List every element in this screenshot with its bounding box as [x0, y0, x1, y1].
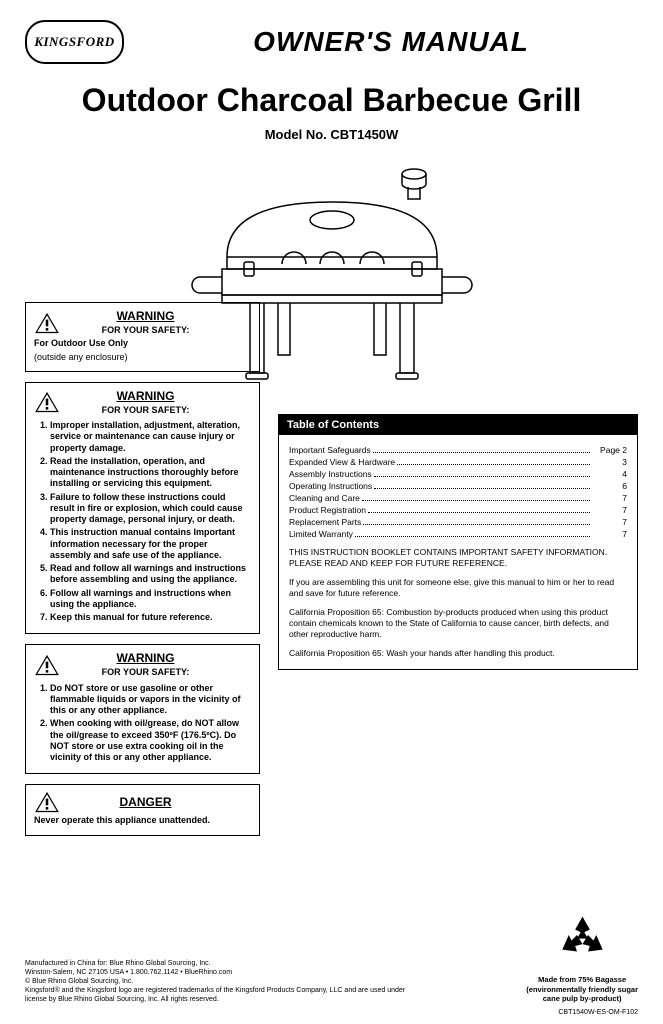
warning-item: Read and follow all warnings and instruc… — [50, 563, 251, 586]
owners-manual-heading: OWNER'S MANUAL — [144, 26, 638, 58]
toc-label: Replacement Parts — [289, 517, 361, 527]
footer-line: Kingsford® and the Kingsford logo are re… — [25, 986, 425, 1004]
toc-note: California Proposition 65: Wash your han… — [289, 648, 627, 659]
warning-line: (outside any enclosure) — [34, 352, 251, 363]
warning-item: Do NOT store or use gasoline or other fl… — [50, 683, 251, 717]
recycle-icon — [555, 913, 610, 968]
toc-page: 6 — [592, 481, 627, 491]
toc-column: Table of Contents Important Safeguards Pa… — [278, 412, 638, 670]
toc-rows: Important Safeguards Page 2 Expanded View … — [289, 445, 627, 539]
footer-eco-line: Made from 75% Bagasse — [526, 975, 638, 985]
warning-box-gasoline: WARNING FOR YOUR SAFETY: Do NOT store or… — [25, 644, 260, 774]
toc-leader-dots — [374, 476, 590, 477]
toc-page: 3 — [592, 457, 627, 467]
toc-note: California Proposition 65: Combustion by… — [289, 607, 627, 640]
product-title: Outdoor Charcoal Barbecue Grill — [25, 82, 638, 119]
toc-page: 4 — [592, 469, 627, 479]
warning-item: Read the installation, operation, and ma… — [50, 456, 251, 490]
content-columns: WARNING FOR YOUR SAFETY: For Outdoor Use… — [25, 412, 638, 846]
warning-subtitle: FOR YOUR SAFETY: — [70, 667, 221, 678]
toc-note: THIS INSTRUCTION BOOKLET CONTAINS IMPORT… — [289, 547, 627, 569]
footer-line: © Blue Rhino Global Sourcing, Inc. — [25, 977, 425, 986]
danger-box: DANGER Never operate this appliance unat… — [25, 784, 260, 835]
toc-label: Assembly Instructions — [289, 469, 372, 479]
warning-triangle-icon — [34, 312, 60, 334]
toc-leader-dots — [373, 452, 590, 453]
footer-eco-line: cane pulp by-product) — [526, 994, 638, 1004]
kingsford-logo: KINGSFORD — [25, 20, 124, 64]
toc-leader-dots — [374, 488, 590, 489]
page-footer: Manufactured in China for: Blue Rhino Gl… — [25, 913, 638, 1004]
toc-label: Limited Warranty — [289, 529, 353, 539]
warning-title: WARNING — [70, 651, 221, 666]
toc-label: Operating Instructions — [289, 481, 372, 491]
warning-list: Do NOT store or use gasoline or other fl… — [34, 683, 251, 764]
warning-title: WARNING — [70, 389, 221, 404]
toc-leader-dots — [368, 512, 590, 513]
warning-line: For Outdoor Use Only — [34, 338, 128, 348]
danger-line: Never operate this appliance unattended. — [34, 815, 210, 825]
warning-item: Follow all warnings and instructions whe… — [50, 588, 251, 611]
warning-subtitle: FOR YOUR SAFETY: — [70, 405, 221, 416]
warning-triangle-icon — [34, 791, 60, 813]
toc-label: Cleaning and Care — [289, 493, 360, 503]
toc-row: Important Safeguards Page 2 — [289, 445, 627, 455]
toc-row: Operating Instructions 6 — [289, 481, 627, 491]
warning-item: Failure to follow these instructions cou… — [50, 492, 251, 526]
toc-page: 7 — [592, 505, 627, 515]
footer-line: Winston-Salem, NC 27105 USA • 1.800.762.… — [25, 968, 425, 977]
footer-eco-line: (environmentally friendly sugar — [526, 985, 638, 995]
warning-triangle-icon — [34, 654, 60, 676]
warning-triangle-icon — [34, 391, 60, 413]
footer-line: Manufactured in China for: Blue Rhino Gl… — [25, 959, 425, 968]
warning-subtitle: FOR YOUR SAFETY: — [70, 325, 221, 336]
toc-label: Product Registration — [289, 505, 366, 515]
toc-row: Replacement Parts 7 — [289, 517, 627, 527]
toc-page: 7 — [592, 529, 627, 539]
warning-box-outdoor: WARNING FOR YOUR SAFETY: For Outdoor Use… — [25, 302, 260, 372]
warning-item: This instruction manual contains Importa… — [50, 527, 251, 561]
warnings-column: WARNING FOR YOUR SAFETY: For Outdoor Use… — [25, 302, 260, 846]
toc-header: Table of Contents — [279, 415, 637, 435]
model-number: Model No. CBT1450W — [25, 127, 638, 142]
toc-note: If you are assembling this unit for some… — [289, 577, 627, 599]
warning-box-safety-list: WARNING FOR YOUR SAFETY: Improper instal… — [25, 382, 260, 635]
danger-title: DANGER — [70, 795, 221, 810]
warning-item: Keep this manual for future reference. — [50, 612, 251, 623]
toc-row: Assembly Instructions 4 — [289, 469, 627, 479]
toc-row: Product Registration 7 — [289, 505, 627, 515]
warning-list: Improper installation, adjustment, alter… — [34, 420, 251, 623]
toc-leader-dots — [363, 524, 590, 525]
toc-leader-dots — [355, 536, 590, 537]
toc-row: Limited Warranty 7 — [289, 529, 627, 539]
warning-item: Improper installation, adjustment, alter… — [50, 420, 251, 454]
toc-page: 7 — [592, 517, 627, 527]
toc-row: Expanded View & Hardware 3 — [289, 457, 627, 467]
toc-label: Expanded View & Hardware — [289, 457, 395, 467]
toc-leader-dots — [397, 464, 590, 465]
footer-eco: Made from 75% Bagasse (environmentally f… — [526, 913, 638, 1004]
footer-legal: Manufactured in China for: Blue Rhino Gl… — [25, 959, 425, 1004]
toc-body: Important Safeguards Page 2 Expanded View … — [279, 435, 637, 669]
header: KINGSFORD OWNER'S MANUAL — [25, 20, 638, 64]
warning-title: WARNING — [70, 309, 221, 324]
manual-page: KINGSFORD OWNER'S MANUAL Outdoor Charcoa… — [0, 0, 663, 1024]
toc-page: 7 — [592, 493, 627, 503]
toc-label: Important Safeguards — [289, 445, 371, 455]
toc-row: Cleaning and Care 7 — [289, 493, 627, 503]
warning-item: When cooking with oil/grease, do NOT all… — [50, 718, 251, 763]
toc-leader-dots — [362, 500, 590, 501]
toc-page: Page 2 — [592, 445, 627, 455]
document-id: CBT1540W-ES-OM-F102 — [558, 1009, 638, 1016]
table-of-contents: Table of Contents Important Safeguards Pa… — [278, 414, 638, 670]
